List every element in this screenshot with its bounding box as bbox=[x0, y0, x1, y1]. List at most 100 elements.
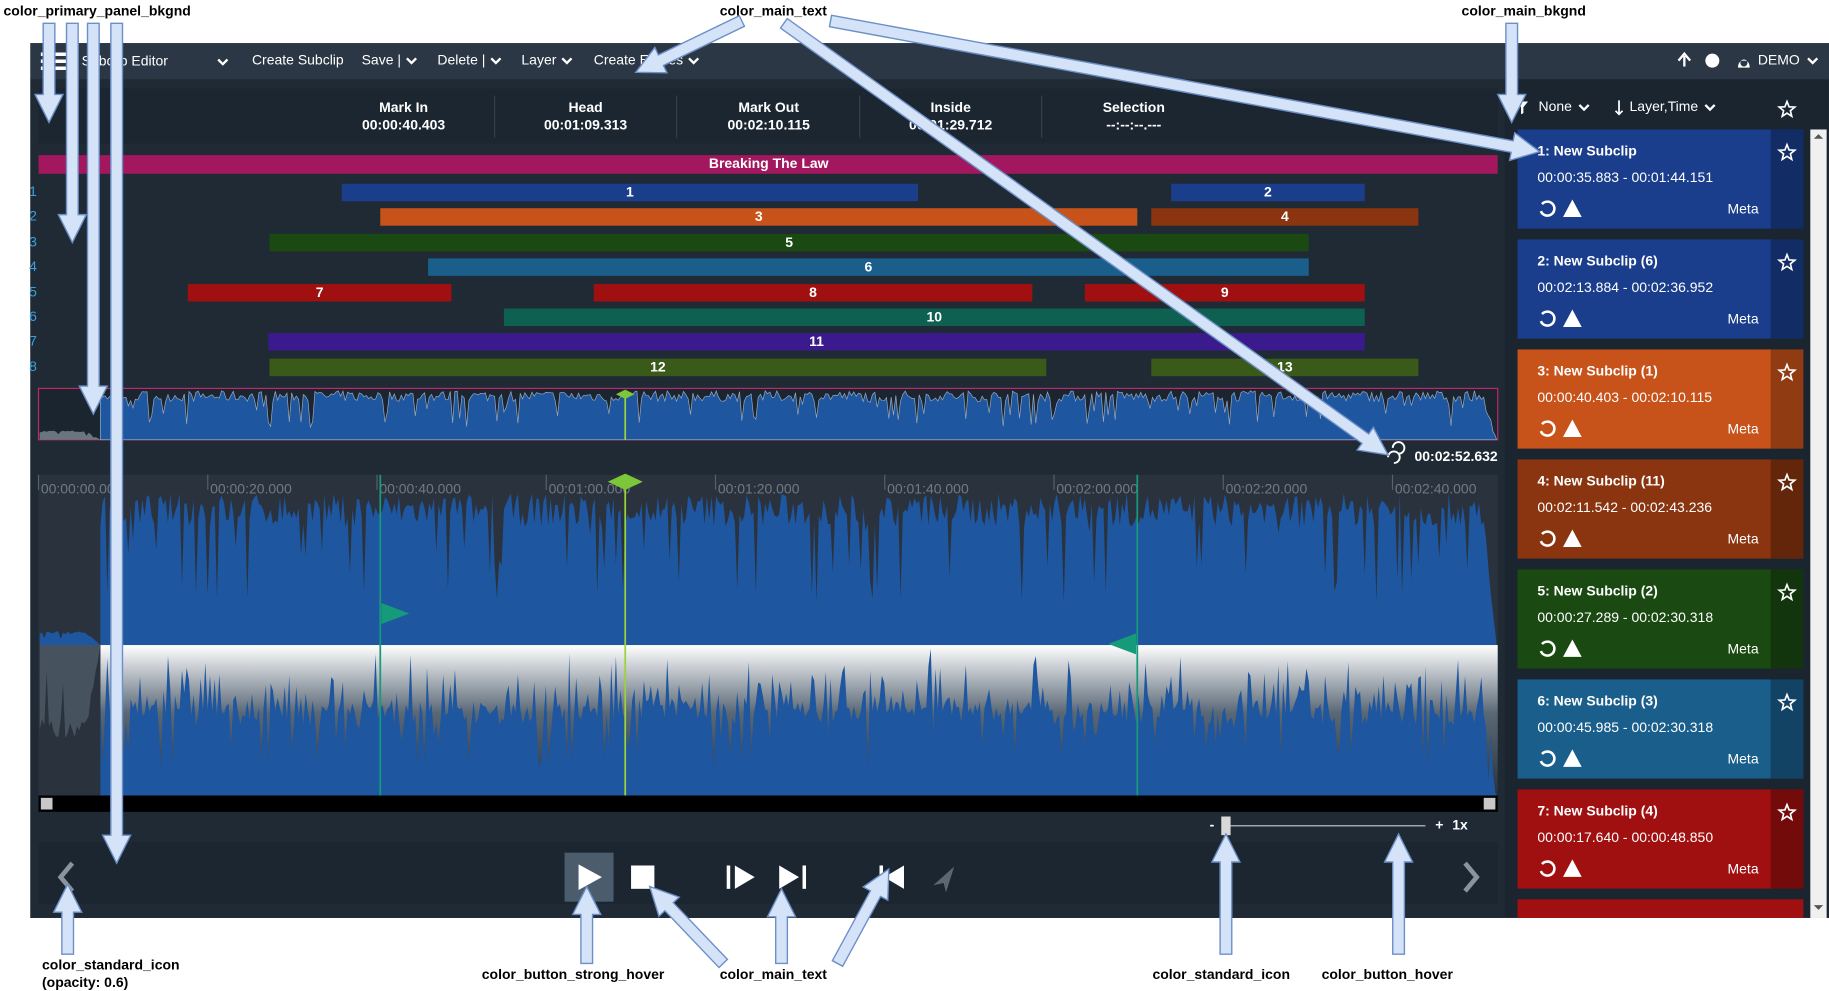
timecode-label: Head bbox=[568, 99, 602, 115]
meta-link[interactable]: Meta bbox=[1728, 861, 1759, 877]
star-icon bbox=[1776, 142, 1797, 162]
ruler bbox=[38, 474, 1498, 490]
menu-item[interactable]: Create Subclip bbox=[252, 51, 344, 67]
subclip-card[interactable] bbox=[1517, 679, 1804, 779]
user-name[interactable]: DEMO bbox=[1758, 51, 1800, 67]
ruler-label: 00:02:00.000 bbox=[1056, 481, 1138, 497]
warning-icon bbox=[1563, 859, 1582, 877]
transport-bar bbox=[38, 842, 1498, 904]
menu-bar bbox=[30, 43, 1829, 80]
clip-label: 2 bbox=[1264, 184, 1272, 200]
meta-link[interactable]: Meta bbox=[1728, 421, 1759, 437]
subclip-title: 1: New Subclip bbox=[1537, 142, 1636, 158]
ruler-label: 00:00:40.000 bbox=[379, 481, 461, 497]
annotation-arrow bbox=[766, 887, 797, 965]
clip-label: 8 bbox=[809, 284, 817, 300]
meta-link[interactable]: Meta bbox=[1728, 311, 1759, 327]
timecode-label: Mark Out bbox=[738, 99, 799, 115]
annotation-arrow bbox=[33, 22, 65, 125]
track-number: 8 bbox=[29, 358, 37, 374]
play-icon bbox=[578, 864, 602, 890]
end-icon-bar bbox=[802, 865, 807, 889]
annotation-arrow bbox=[78, 22, 109, 416]
chevron-icon bbox=[1807, 57, 1819, 65]
annotation-arrow bbox=[1383, 832, 1414, 955]
clip-bar bbox=[268, 333, 1365, 351]
annotation-label: color_standard_icon bbox=[1152, 966, 1290, 982]
menu-item[interactable]: Save | bbox=[362, 51, 401, 67]
clip-bar bbox=[503, 308, 1365, 327]
subclip-card[interactable] bbox=[1517, 459, 1804, 559]
zoom-in[interactable]: + bbox=[1435, 817, 1443, 833]
annotation-arrow bbox=[101, 22, 132, 865]
clip-label: 10 bbox=[927, 309, 943, 325]
undo-icon bbox=[1539, 860, 1556, 877]
ruler-label: 00:02:20.000 bbox=[1226, 481, 1308, 497]
star-icon bbox=[1776, 362, 1797, 382]
clip-label: 6 bbox=[865, 258, 873, 274]
white-cover bbox=[0, 917, 1829, 991]
annotation-arrow bbox=[1496, 22, 1527, 125]
ruler-label: 00:02:40.000 bbox=[1395, 481, 1477, 497]
menu-item[interactable]: Delete | bbox=[437, 51, 485, 67]
timecode-label: Inside bbox=[930, 99, 971, 115]
subclip-card[interactable] bbox=[1517, 239, 1804, 339]
sort-value[interactable]: Layer,Time bbox=[1630, 98, 1699, 114]
zoom-speed: 1x bbox=[1452, 817, 1468, 833]
ruler-label: 00:00:00.000 bbox=[41, 481, 123, 497]
upload-icon bbox=[1677, 51, 1692, 67]
step-icon bbox=[734, 865, 755, 889]
warning-icon bbox=[1563, 199, 1582, 217]
clip-label: 12 bbox=[650, 359, 666, 375]
chevron-icon bbox=[1578, 104, 1590, 112]
annotation-label: color_main_text bbox=[720, 966, 828, 982]
timecode-label: Selection bbox=[1103, 99, 1165, 115]
track-number: 3 bbox=[29, 233, 37, 249]
user-icon bbox=[1738, 59, 1750, 68]
meta-link[interactable]: Meta bbox=[1728, 201, 1759, 217]
scroll-up bbox=[1813, 134, 1824, 139]
undo-icon bbox=[1539, 310, 1556, 327]
mark-in-flag bbox=[381, 603, 410, 625]
chevron-icon bbox=[561, 57, 573, 65]
scroll-btn bbox=[40, 797, 53, 810]
banner-title: Breaking The Law bbox=[709, 155, 829, 171]
waveform-top-quiet bbox=[39, 631, 101, 646]
waveform-bottom bbox=[100, 648, 1497, 796]
track-number: 6 bbox=[29, 308, 37, 324]
next-icon bbox=[1463, 861, 1480, 893]
star-icon bbox=[1776, 472, 1797, 492]
chevron-icon bbox=[490, 57, 502, 65]
timecode-value: 00:01:09.313 bbox=[544, 117, 627, 133]
sort-icon bbox=[1614, 100, 1624, 116]
undo-icon bbox=[1539, 640, 1556, 657]
waveform-top bbox=[100, 493, 1497, 646]
subclip-card[interactable] bbox=[1517, 349, 1804, 449]
subclip-card[interactable] bbox=[1517, 789, 1804, 889]
annotation-arrow bbox=[828, 14, 1542, 162]
zoom-thumb[interactable] bbox=[1221, 816, 1231, 836]
meta-link[interactable]: Meta bbox=[1728, 751, 1759, 767]
annotation-arrow bbox=[52, 882, 83, 955]
subclip-card[interactable] bbox=[1517, 129, 1804, 229]
warning-icon bbox=[1563, 419, 1582, 437]
timecode-label: Mark In bbox=[379, 99, 428, 115]
subclip-card[interactable] bbox=[1517, 569, 1804, 669]
clip-bar bbox=[428, 258, 1309, 276]
subclip-range: 00:00:27.289 - 00:02:30.318 bbox=[1537, 609, 1713, 625]
annotation-arrow bbox=[648, 885, 729, 969]
scroll-down bbox=[1813, 905, 1824, 910]
banner bbox=[38, 155, 1498, 174]
menu-item[interactable]: Layer bbox=[521, 51, 556, 67]
end-icon bbox=[779, 865, 800, 889]
annotation-label: color_button_hover bbox=[1322, 966, 1454, 982]
meta-link[interactable]: Meta bbox=[1728, 641, 1759, 657]
overview-wave bbox=[99, 389, 1498, 441]
filter-value[interactable]: None bbox=[1539, 98, 1573, 114]
star-icon bbox=[1776, 692, 1797, 712]
clip-bar bbox=[341, 183, 918, 202]
zoom-out[interactable]: - bbox=[1210, 817, 1215, 833]
meta-link[interactable]: Meta bbox=[1728, 531, 1759, 547]
clip-label: 7 bbox=[316, 284, 324, 300]
